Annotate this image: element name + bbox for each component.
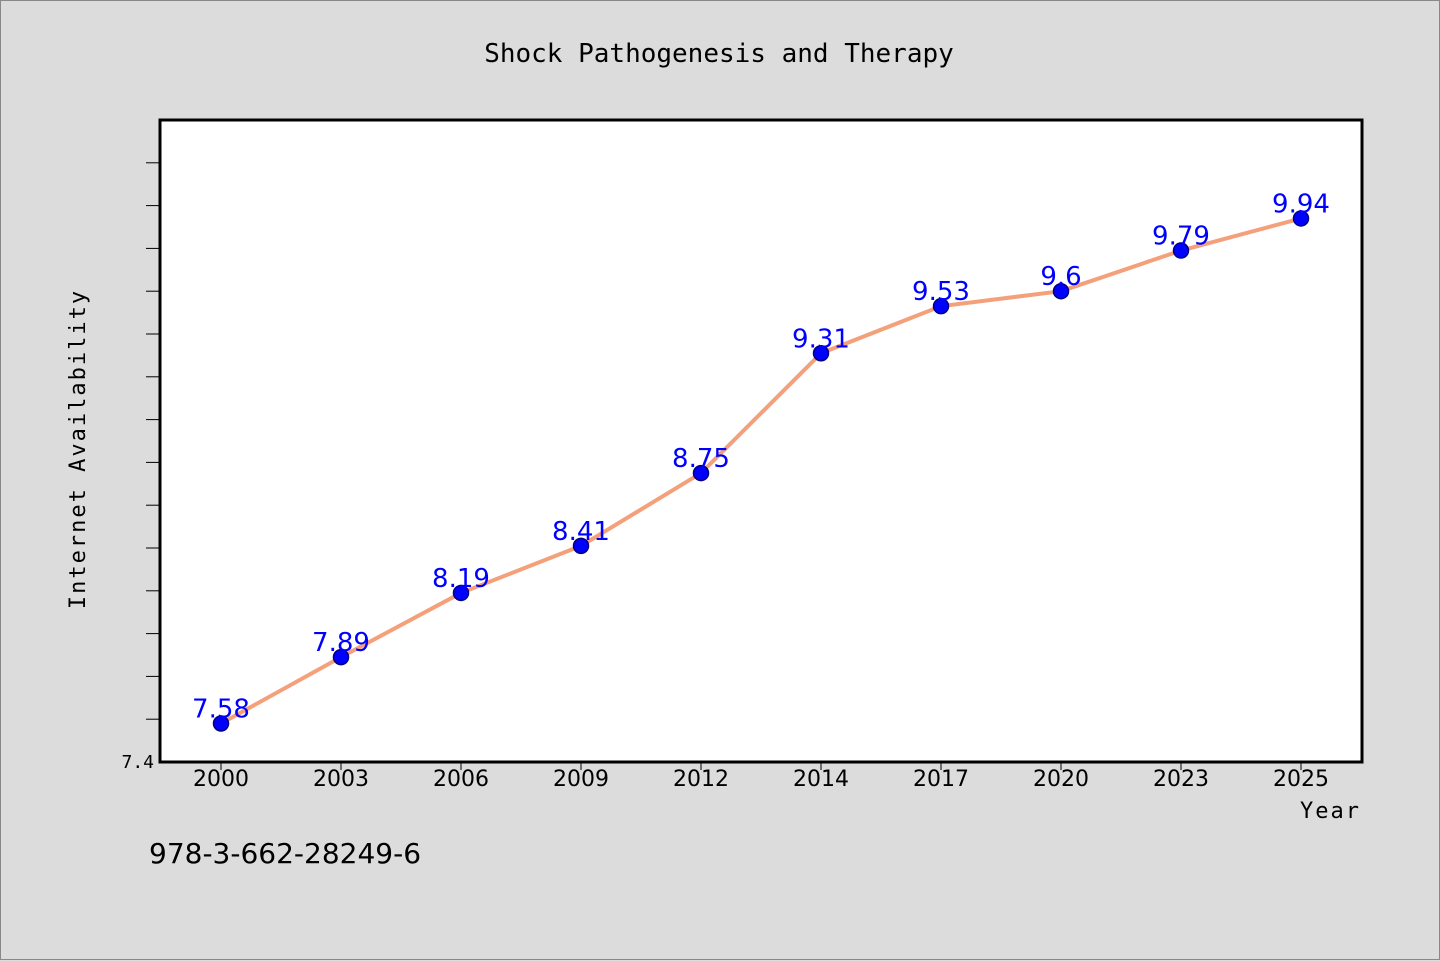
data-point (932, 297, 950, 315)
x-tick-label: 2012 (673, 767, 729, 792)
data-point (812, 345, 830, 362)
x-axis-tick-labels: 2000 2003 2006 2009 2012 2014 2017 2020 2023 2025 (193, 767, 1329, 792)
data-label: 9.31 (792, 324, 850, 354)
data-label: 8.19 (432, 564, 490, 594)
data-label: 7.58 (192, 694, 250, 724)
data-point (332, 648, 350, 666)
series-line (220, 216, 1302, 726)
data-label: 8.75 (672, 444, 730, 474)
x-tick-label: 2006 (433, 767, 489, 792)
x-tick-label: 2014 (793, 767, 849, 792)
data-label: 9.94 (1272, 189, 1330, 219)
data-point (1052, 282, 1070, 300)
data-point (452, 584, 470, 602)
x-axis-label: Year (1300, 799, 1361, 824)
x-tick-label: 2025 (1273, 767, 1329, 792)
x-tick-label: 2003 (313, 767, 369, 792)
x-tick-label: 2020 (1033, 767, 1089, 792)
data-point (1172, 242, 1190, 259)
x-tick-label: 2000 (193, 767, 249, 792)
series-markers (212, 210, 1310, 732)
data-labels: 7.58 7.89 8.19 8.41 8.75 9.31 9.53 9.6 9.79 9.94 (192, 189, 1330, 724)
data-label: 9.6 (1040, 262, 1081, 292)
data-label: 9.53 (912, 277, 970, 307)
data-point (212, 715, 230, 732)
isbn-footer: 978-3-662-28249-6 (149, 837, 421, 870)
y-axis-label: Internet Availability (66, 289, 91, 609)
x-axis-ticks (220, 762, 1302, 770)
data-point (572, 537, 590, 555)
data-point (692, 464, 710, 482)
x-tick-label: 2009 (553, 767, 609, 792)
y-tick-label: 7.4 (121, 752, 154, 773)
y-axis-tick-labels: 7.4 (121, 752, 154, 773)
data-point (1292, 210, 1310, 227)
x-tick-label: 2017 (913, 767, 969, 792)
data-label: 7.89 (312, 628, 370, 658)
data-label: 9.79 (1152, 222, 1210, 252)
plot-area (158, 118, 1364, 764)
x-tick-label: 2023 (1153, 767, 1209, 792)
y-axis-ticks (146, 162, 160, 720)
chart-title: Shock Pathogenesis and Therapy (484, 39, 954, 69)
data-label: 8.41 (552, 517, 610, 547)
